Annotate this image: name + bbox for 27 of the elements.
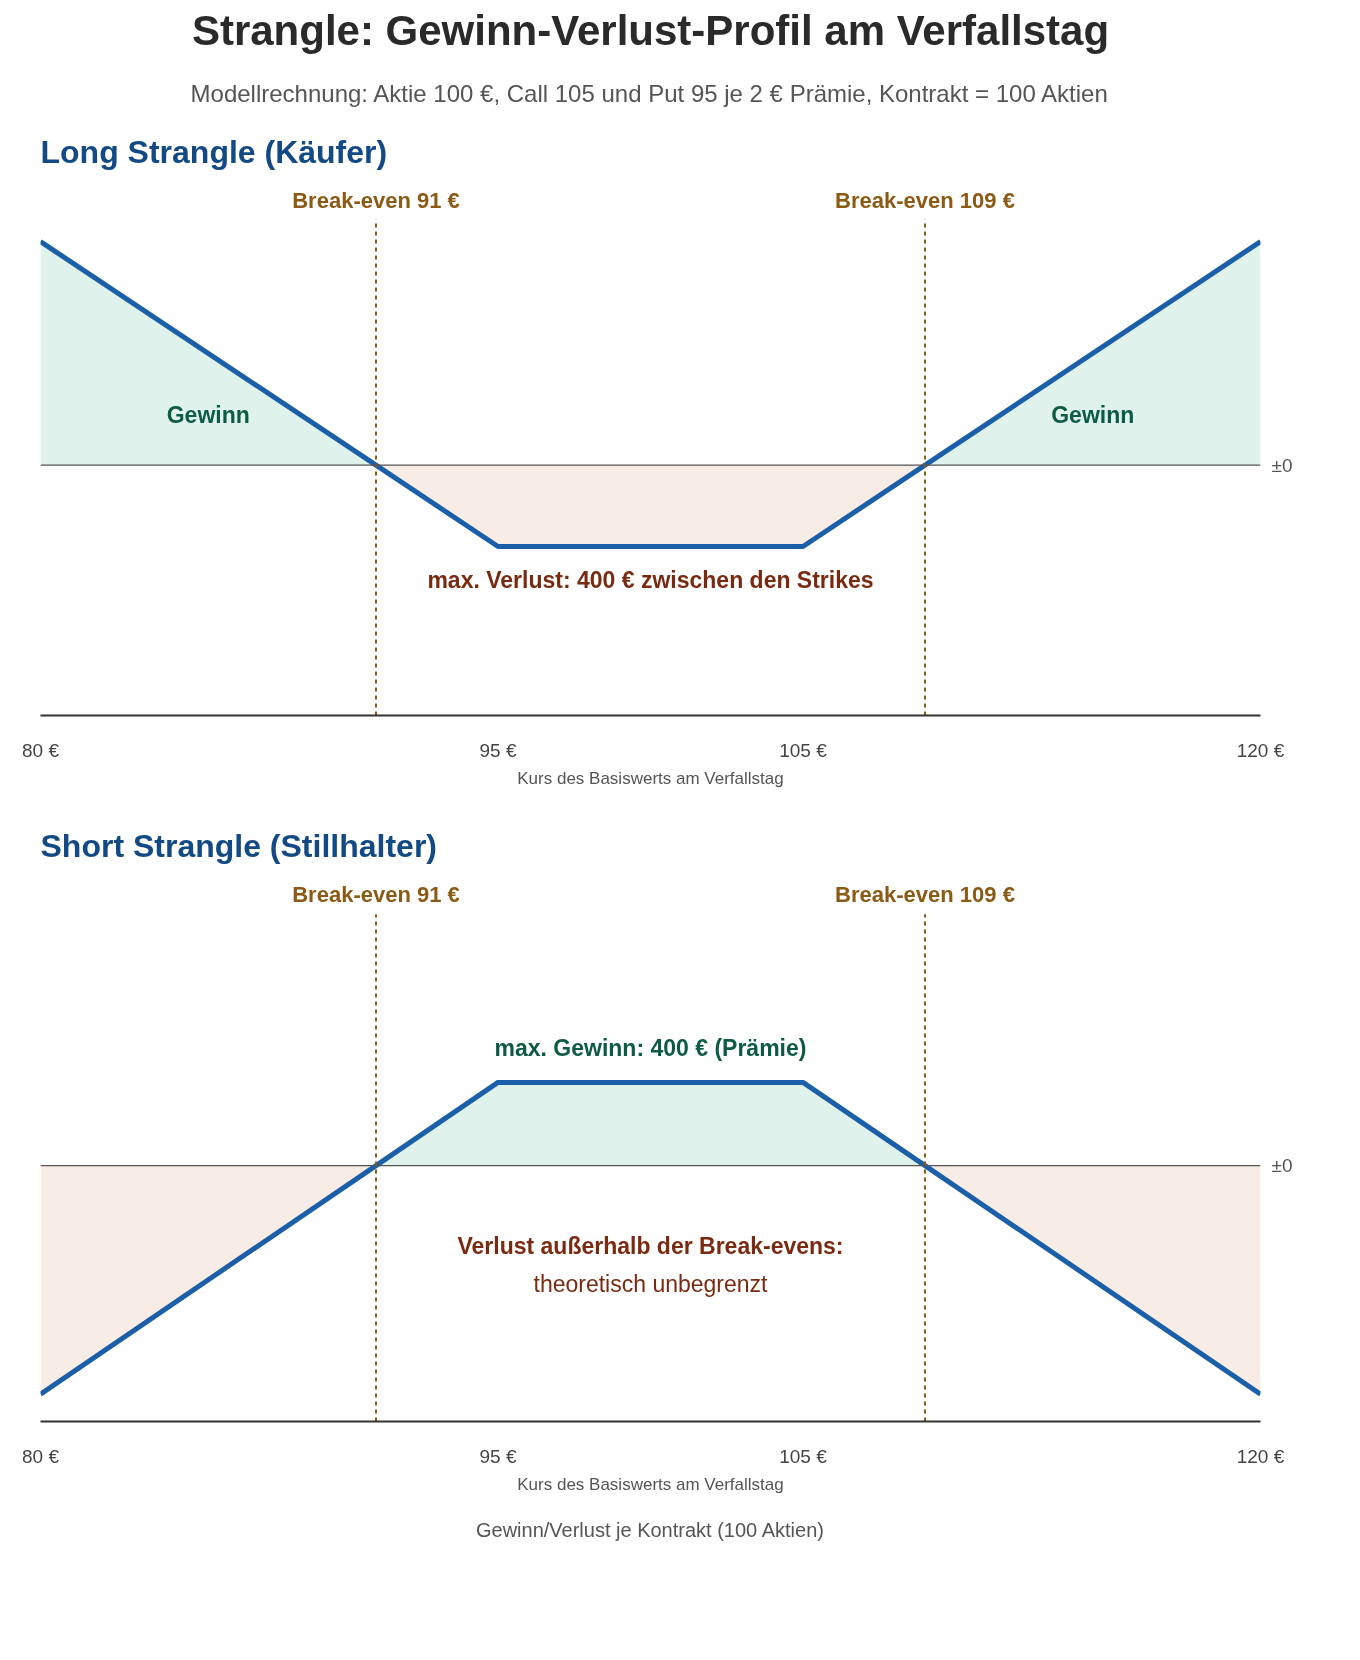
x-axis-title: Kurs des Basiswerts am Verfallstag <box>517 768 784 788</box>
chart-title: Long Strangle (Käufer) <box>40 133 388 170</box>
x-axis-title: Kurs des Basiswerts am Verfallstag <box>517 1474 784 1494</box>
x-tick-label: 80 € <box>22 739 60 761</box>
x-tick-label: 80 € <box>22 1445 60 1467</box>
x-tick-label: 120 € <box>1236 739 1285 761</box>
text: Modellrechnung: Aktie 100 €, Call 105 und Put 95 je 2 € Prämie, Kontrakt = 100 Aktien <box>190 79 1108 107</box>
text: max. Gewinn: 400 € (Prämie) <box>494 1035 807 1062</box>
annotation: theoretisch unbegrenzt <box>533 1270 769 1297</box>
ref-line-label: ±0 <box>1271 1155 1293 1177</box>
x-tick-label: 105 € <box>779 739 828 761</box>
x-tick-label: 105 € <box>779 1445 828 1467</box>
x-tick-label: 95 € <box>479 739 517 761</box>
ref-line-label: Break-even 91 € <box>292 882 460 908</box>
chart-title: Short Strangle (Stillhalter) <box>40 827 437 864</box>
x-tick-label: 95 € <box>479 1445 517 1467</box>
annotation: Verlust außerhalb der Break-evens: <box>457 1232 844 1259</box>
ref-line-label: ±0 <box>1271 454 1293 476</box>
ref-line-label: Break-even 91 € <box>292 187 460 213</box>
ref-line-label: Break-even 109 € <box>835 882 1015 908</box>
series-label: Gewinn <box>1051 401 1135 428</box>
text: max. Verlust: 400 € zwischen den Strikes <box>427 567 874 594</box>
text: Strangle: Gewinn-Verlust-Profil am Verfallstag <box>191 6 1110 54</box>
x-tick-label: 120 € <box>1236 1445 1285 1467</box>
text: Gewinn/Verlust je Kontrakt (100 Aktien) <box>475 1518 824 1541</box>
ref-line-label: Break-even 109 € <box>835 187 1015 213</box>
series-label: Gewinn <box>166 401 250 428</box>
